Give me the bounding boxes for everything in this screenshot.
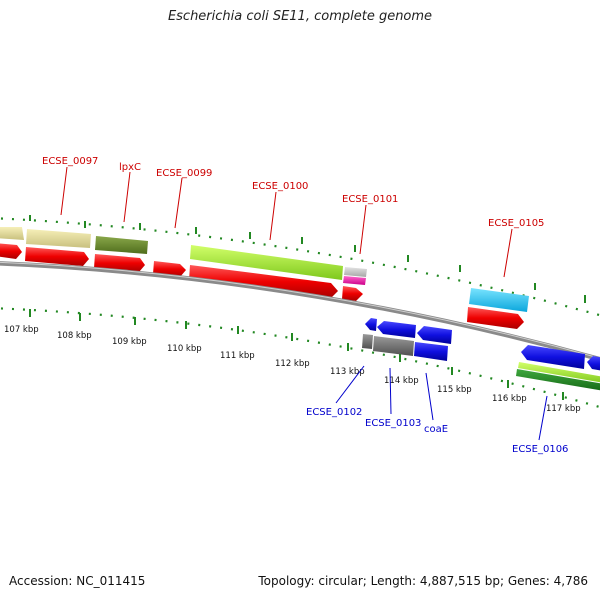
gene-label-lpxC[interactable]: lpxC bbox=[119, 162, 141, 173]
reverse-features bbox=[362, 318, 600, 392]
cds-rev-4-arrow[interactable] bbox=[521, 345, 585, 369]
inner-major-ticks bbox=[29, 309, 564, 400]
gene-ECSE_0101b-bar[interactable] bbox=[343, 276, 366, 285]
cds-4-arrow[interactable] bbox=[153, 261, 186, 277]
cds-7-arrow[interactable] bbox=[467, 307, 524, 329]
genome-stats-text: Topology: circular; Length: 4,887,515 bp… bbox=[258, 574, 588, 588]
tick-label-110: 110 kbp bbox=[167, 344, 202, 354]
tick-label-117: 117 kbp bbox=[546, 404, 581, 414]
gene-ECSE_0097b-bar[interactable] bbox=[26, 229, 91, 248]
tick-label-116: 116 kbp bbox=[492, 394, 527, 404]
cds-rev-3-arrow[interactable] bbox=[417, 326, 452, 344]
accession-text: Accession: NC_011415 bbox=[9, 574, 146, 588]
cds-5-arrow[interactable] bbox=[189, 265, 338, 298]
gene-ECSE_0101a-bar[interactable] bbox=[344, 267, 367, 277]
gene-coaE-bar[interactable] bbox=[414, 342, 448, 361]
tick-label-114: 114 kbp bbox=[384, 376, 419, 386]
tick-label-107: 107 kbp bbox=[4, 325, 39, 335]
tick-label-109: 109 kbp bbox=[112, 337, 147, 347]
tick-label-112: 112 kbp bbox=[275, 359, 310, 369]
tick-label-115: 115 kbp bbox=[437, 385, 472, 395]
gene-label-ECSE_0099[interactable]: ECSE_0099 bbox=[156, 168, 212, 179]
outer-major-ticks bbox=[29, 215, 586, 303]
gene-label-coaE[interactable]: coaE bbox=[424, 424, 448, 435]
gene-ECSE_0106a-bar[interactable] bbox=[518, 362, 600, 384]
tick-label-111: 111 kbp bbox=[220, 351, 255, 361]
tick-label-113: 113 kbp bbox=[330, 367, 365, 377]
gene-label-ECSE_0105[interactable]: ECSE_0105 bbox=[488, 218, 544, 229]
gene-ECSE_0100-bar[interactable] bbox=[190, 245, 343, 280]
gene-ECSE_0097-bar[interactable] bbox=[0, 227, 24, 240]
reverse-label-leaders bbox=[335, 365, 548, 441]
cds-rev-5-arrow[interactable] bbox=[587, 356, 600, 372]
cds-3-arrow[interactable] bbox=[94, 254, 145, 272]
gene-label-ECSE_0103[interactable]: ECSE_0103 bbox=[365, 418, 421, 429]
forward-gene-labels: ECSE_0097 lpxC ECSE_0099 ECSE_0100 ECSE_… bbox=[42, 156, 544, 229]
cds-rev-1-arrow[interactable] bbox=[365, 318, 377, 331]
gene-lpxC-bar[interactable] bbox=[95, 236, 148, 254]
inner-tick-ring bbox=[0, 307, 600, 409]
gene-ECSE_0106b-bar[interactable] bbox=[516, 369, 600, 392]
gene-label-ECSE_0101[interactable]: ECSE_0101 bbox=[342, 194, 398, 205]
tick-labels: 107 kbp 108 kbp 109 kbp 110 kbp 111 kbp … bbox=[4, 325, 581, 414]
gene-label-ECSE_0097[interactable]: ECSE_0097 bbox=[42, 156, 98, 167]
cds-1-arrow[interactable] bbox=[0, 243, 22, 259]
genome-backbone bbox=[0, 261, 600, 362]
reverse-gene-labels: ECSE_0102 ECSE_0103 coaE ECSE_0106 bbox=[306, 407, 568, 455]
map-title: Escherichia coli SE11, complete genome bbox=[167, 9, 433, 24]
gene-label-ECSE_0100[interactable]: ECSE_0100 bbox=[252, 181, 308, 192]
cds-6-arrow[interactable] bbox=[342, 286, 363, 301]
tick-label-108: 108 kbp bbox=[57, 331, 92, 341]
forward-features bbox=[0, 227, 529, 329]
gene-ECSE_0105-bar[interactable] bbox=[469, 288, 529, 312]
cds-rev-2-arrow[interactable] bbox=[377, 321, 416, 338]
gene-label-ECSE_0106[interactable]: ECSE_0106 bbox=[512, 444, 568, 455]
forward-label-leaders bbox=[60, 166, 513, 278]
gene-label-ECSE_0102[interactable]: ECSE_0102 bbox=[306, 407, 362, 418]
cds-2-arrow[interactable] bbox=[25, 247, 89, 266]
gene-ECSE_0102-bar[interactable] bbox=[362, 334, 373, 349]
gene-ECSE_0103-bar[interactable] bbox=[373, 336, 414, 356]
